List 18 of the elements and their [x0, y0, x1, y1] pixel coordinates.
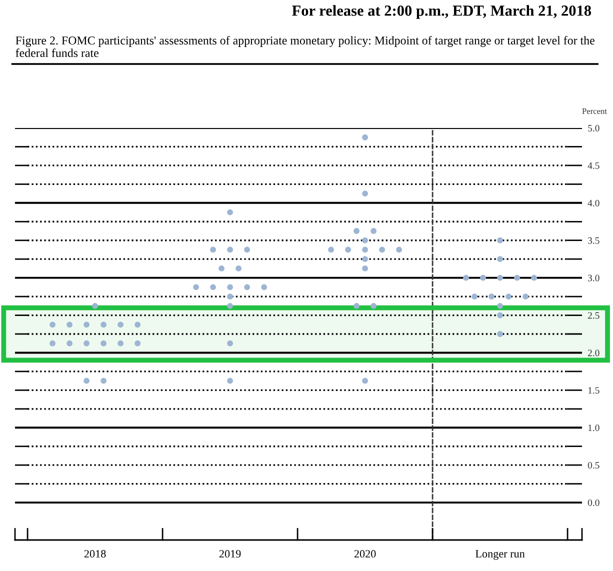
- y-tick-label: 0.5: [588, 462, 600, 469]
- x-tick-label: 2019: [219, 550, 241, 558]
- x-tick-label: 2018: [84, 550, 106, 558]
- y-tick-label: 4.5: [588, 162, 600, 169]
- y-axis-title: Percent: [582, 108, 607, 114]
- y-tick-label: 3.0: [588, 274, 600, 282]
- y-tick-label: 2.5: [588, 312, 600, 319]
- x-tick-label: Longer run: [476, 550, 525, 560]
- y-tick-label: 3.5: [588, 237, 600, 244]
- x-tick-label: 2020: [354, 550, 376, 558]
- y-tick-label: 5.0: [588, 124, 600, 132]
- y-tick-label: 1.0: [588, 424, 600, 432]
- y-tick-label: 0.0: [588, 499, 600, 506]
- chart-title: Figure 2. FOMC participants' assessments of appropriate monetary policy: Midpoint of target range or target level for the federal funds rate: [16, 36, 594, 58]
- y-tick-label: 2.0: [588, 350, 600, 356]
- y-tick-label: 1.5: [588, 387, 600, 394]
- text: For release at 2:00 p.m., EDT, March 21, 2018: [292, 5, 592, 19]
- y-tick-label: 4.0: [588, 200, 600, 206]
